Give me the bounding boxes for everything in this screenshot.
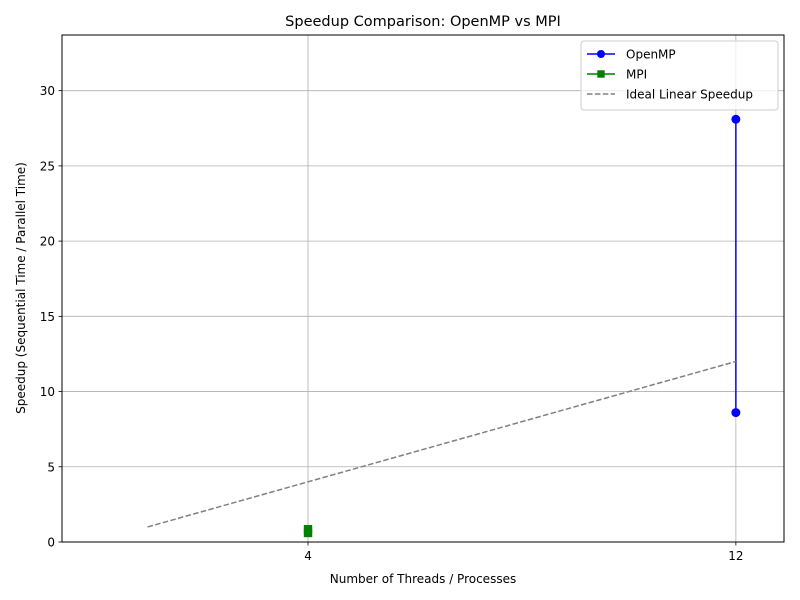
x-tick-label: 12 — [728, 549, 743, 563]
data-point-openmp — [731, 408, 741, 418]
series-markers — [303, 114, 741, 538]
legend-label-ideal-linear-speedup: Ideal Linear Speedup — [626, 88, 753, 102]
y-tick-label: 15 — [40, 310, 55, 324]
y-tick-label: 25 — [40, 159, 55, 173]
legend-marker-openmp — [597, 50, 605, 58]
legend-marker-mpi — [597, 70, 605, 78]
legend-label-mpi: MPI — [626, 68, 647, 82]
axis-ticks: 0 5 10 15 20 25 30 4 12 — [40, 84, 744, 563]
x-tick-label: 4 — [304, 549, 312, 563]
series-lines — [147, 119, 737, 533]
y-tick-label: 20 — [40, 235, 55, 249]
legend: OpenMP MPI Ideal Linear Speedup — [580, 40, 779, 111]
y-tick-label: 5 — [47, 460, 55, 474]
y-tick-label: 0 — [47, 536, 55, 550]
y-tick-label: 10 — [40, 385, 55, 399]
legend-label-openmp: OpenMP — [626, 48, 676, 62]
legend-box — [580, 40, 779, 111]
plot-frame — [61, 34, 785, 543]
series-line-ideal-linear-speedup — [147, 360, 737, 528]
data-point-openmp — [731, 114, 741, 124]
x-axis-label: Number of Threads / Processes — [330, 572, 516, 586]
y-tick-label: 30 — [40, 84, 55, 98]
chart-title: Speedup Comparison: OpenMP vs MPI — [285, 14, 561, 30]
grid — [62, 35, 784, 543]
data-point-mpi — [303, 528, 313, 538]
y-axis-label: Speedup (Sequential Time / Parallel Time… — [14, 162, 28, 414]
